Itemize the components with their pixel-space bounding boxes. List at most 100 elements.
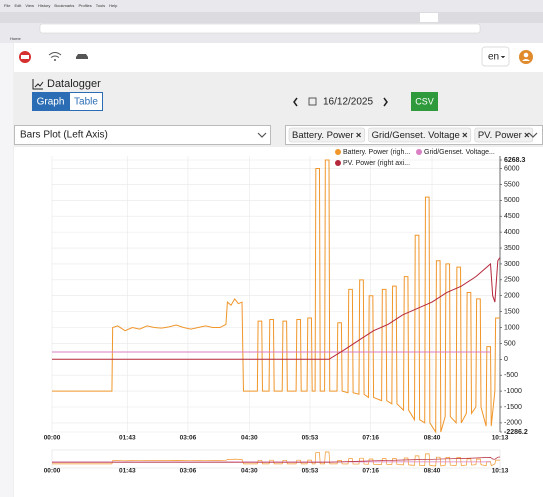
legend-marker[interactable]: [335, 149, 341, 155]
y-tick-label: 1000: [504, 324, 520, 331]
chip-remove[interactable]: [462, 132, 468, 138]
bookmark[interactable]: Home: [10, 36, 21, 41]
x-tick-label: 03:06: [180, 435, 197, 442]
table-tab[interactable]: [69, 92, 103, 111]
navigator-tick-label: 01:43: [119, 468, 136, 475]
menu-item[interactable]: Edit: [14, 3, 22, 8]
navigator[interactable]: [51, 449, 501, 469]
chip-remove[interactable]: [356, 132, 362, 138]
y-tick-label: 6268.3: [504, 157, 526, 164]
legend-label[interactable]: PV. Power (right axi...: [343, 160, 410, 167]
next-day[interactable]: [383, 97, 388, 107]
y-tick-label: -1500: [504, 404, 522, 411]
chevron: [500, 55, 506, 59]
y-tick-label: 4500: [504, 213, 520, 220]
language: en: [488, 52, 499, 63]
menu-bar: File Edit View History Bookmarks Profiles Tool…: [4, 3, 118, 8]
wifi-dot: [54, 59, 56, 61]
navigator-tick-label: 03:06: [180, 468, 197, 475]
active-tab[interactable]: [420, 13, 438, 22]
wifi-icon[interactable]: [48, 52, 62, 58]
series-line: [52, 456, 501, 463]
language-button[interactable]: [481, 46, 510, 67]
chip-label: Battery. Power: [292, 130, 354, 141]
x-tick-label: 10:13: [492, 435, 509, 442]
x-tick-label: 00:00: [44, 435, 61, 442]
navigator-tick-label: 07:16: [362, 468, 379, 475]
chip-remove[interactable]: [524, 132, 530, 138]
x-tick-label: 05:53: [302, 435, 319, 442]
plot-mode: Bars Plot (Left Axis): [20, 130, 108, 141]
menu-item[interactable]: Profiles: [78, 3, 91, 8]
y-tick-label: -2000: [504, 420, 522, 427]
y-tick-label: -1000: [504, 388, 522, 395]
navigator-tick-label: 05:53: [302, 468, 319, 475]
calendar-icon[interactable]: [308, 97, 317, 106]
navigator-tick-label: 00:00: [44, 468, 61, 475]
prev-day[interactable]: [293, 97, 298, 107]
table-tab-label: Table: [74, 97, 98, 108]
navigator-tick-label: 04:30: [241, 468, 258, 475]
chart-bg: [14, 147, 543, 497]
chip[interactable]: Grid/Genset. Voltage: [368, 127, 472, 143]
y-tick-label: 5500: [504, 181, 520, 188]
y-tick-label: -2286.2: [504, 429, 528, 436]
legend-label[interactable]: Battery. Power (righ...: [343, 149, 410, 156]
navigator-tick-label: 08:40: [424, 468, 441, 475]
tab-strip: [0, 12, 543, 23]
y-tick-label: 2000: [504, 293, 520, 300]
chip[interactable]: Battery. Power: [288, 127, 365, 143]
y-tick-label: 1500: [504, 308, 520, 315]
user-head: [523, 52, 529, 58]
chart: -2286.2 -2000 -1500 -1000 -500 0 500 1000 1500 20…: [44, 149, 528, 475]
chip-label: PV. Power: [478, 130, 522, 141]
series-line: [52, 257, 501, 360]
y-tick-label: 3000: [504, 261, 520, 268]
menu-item[interactable]: History: [38, 3, 50, 8]
sidebar: [0, 43, 14, 497]
graph-tab[interactable]: [32, 92, 69, 111]
menu-item[interactable]: Help: [109, 3, 118, 8]
legend-marker[interactable]: [335, 160, 341, 166]
x-tick-label: 07:16: [362, 435, 379, 442]
y-tick-label: 500: [504, 340, 516, 347]
navigator-tick-label: 10:13: [492, 468, 509, 475]
y-tick-label: 0: [504, 356, 508, 363]
chip[interactable]: PV. Power: [474, 127, 534, 143]
logo-mark: [21, 55, 29, 59]
y-tick-label: -500: [504, 372, 518, 379]
url-bar[interactable]: [39, 23, 481, 34]
chevron: [528, 132, 538, 138]
legend-label[interactable]: Grid/Genset. Voltage...: [424, 149, 495, 156]
csv-button[interactable]: [411, 92, 438, 111]
csv-label: CSV: [415, 96, 434, 106]
legend-marker[interactable]: [416, 149, 422, 155]
x-tick-label: 04:30: [241, 435, 258, 442]
y-tick-label: 6000: [504, 165, 520, 172]
chip-box: [288, 127, 365, 143]
menu-item[interactable]: Tools: [96, 3, 105, 8]
x-tick-label: 01:43: [119, 435, 136, 442]
plot-mode-select[interactable]: [14, 125, 271, 145]
menu-item[interactable]: View: [25, 3, 34, 8]
user-body: [522, 59, 530, 61]
chip-box: [368, 127, 472, 143]
y-tick-label: 4000: [504, 229, 520, 236]
y-tick-label: 3500: [504, 245, 520, 252]
x-tick-label: 08:40: [424, 435, 441, 442]
graph-tab-label: Graph: [37, 97, 65, 108]
series-line: [52, 159, 500, 434]
page-title: Datalogger: [47, 78, 101, 90]
chart-icon: [32, 79, 44, 90]
chip-label: Grid/Genset. Voltage: [372, 130, 460, 141]
car-icon[interactable]: [76, 54, 88, 59]
menu-item[interactable]: Bookmarks: [54, 3, 74, 8]
y-tick-label: 5000: [504, 197, 520, 204]
chevron: [257, 132, 267, 138]
chip-box: [474, 127, 534, 143]
app-header: [14, 43, 543, 72]
date[interactable]: 16/12/2025: [323, 97, 373, 108]
menu-item[interactable]: File: [4, 3, 11, 8]
